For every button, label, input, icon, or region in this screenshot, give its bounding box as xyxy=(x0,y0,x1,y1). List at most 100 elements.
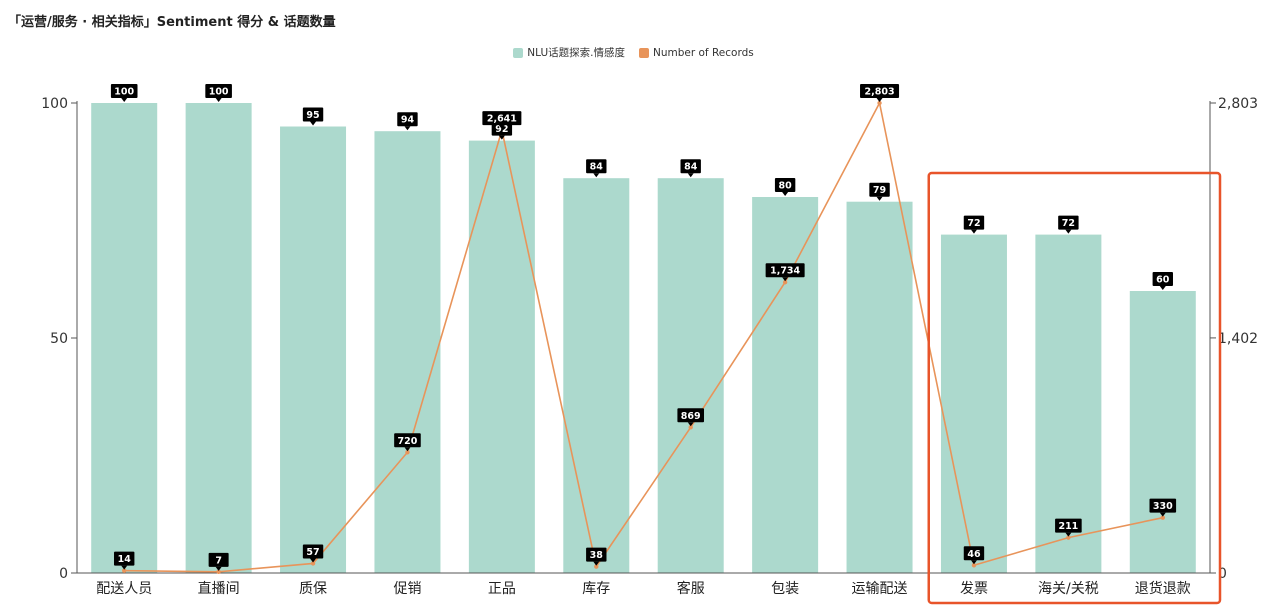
records-point[interactable] xyxy=(310,561,316,566)
bar-value-label-pointer xyxy=(876,196,883,201)
bar-value-label-text: 72 xyxy=(1062,218,1075,229)
bar-value-label-text: 80 xyxy=(779,181,793,192)
records-value-label-box xyxy=(586,547,607,562)
records-value-label-text: 720 xyxy=(398,436,418,447)
records-value-label-pointer xyxy=(593,561,600,566)
bar[interactable] xyxy=(846,201,913,573)
bar[interactable] xyxy=(752,197,819,573)
records-point[interactable] xyxy=(971,563,977,568)
records-value-label-pointer xyxy=(498,125,505,130)
records-point[interactable] xyxy=(877,100,882,106)
records-point[interactable] xyxy=(405,450,410,455)
bar[interactable] xyxy=(468,140,535,573)
y-right-tick-label: 1,402 xyxy=(1218,331,1258,347)
bar-value-label: 84 xyxy=(680,159,701,178)
records-value-label: 330 xyxy=(1149,498,1177,517)
records-value-label-box xyxy=(114,551,135,566)
bar-value-label-box xyxy=(397,112,418,127)
bar[interactable] xyxy=(1129,291,1196,573)
records-value-label-pointer xyxy=(970,560,977,565)
records-value-label: 1,734 xyxy=(765,263,805,282)
records-value-label-text: 46 xyxy=(967,549,981,560)
records-point[interactable] xyxy=(594,564,599,569)
bar-value-label: 100 xyxy=(110,84,138,102)
bar-value-label-text: 84 xyxy=(684,162,698,173)
bar[interactable] xyxy=(374,131,441,573)
records-value-label-box xyxy=(765,263,805,278)
records-value-label-pointer xyxy=(404,447,411,452)
legend-item-bar[interactable]: NLU话题探索.情感度 xyxy=(513,45,625,60)
bar-value-label-box xyxy=(869,182,890,197)
bar-value-label-box xyxy=(110,84,138,98)
y-left-tick-label: 50 xyxy=(50,331,68,347)
records-value-label: 46 xyxy=(963,546,985,565)
records-value-label-text: 7 xyxy=(215,555,222,566)
legend-item-line[interactable]: Number of Records xyxy=(638,45,754,60)
legend-label-bar: NLU话题探索.情感度 xyxy=(527,47,625,59)
legend: NLU话题探索.情感度 Number of Records xyxy=(0,45,1267,60)
x-tick-label: 发票 xyxy=(960,581,988,597)
bar-value-label-box xyxy=(680,159,701,174)
records-value-label-text: 2,803 xyxy=(865,87,895,98)
bar-value-label-pointer xyxy=(1159,286,1166,290)
records-value-label-text: 57 xyxy=(306,547,319,558)
records-value-label-box xyxy=(860,84,900,98)
bar[interactable] xyxy=(657,178,724,573)
bar[interactable] xyxy=(185,103,252,573)
highlight-box xyxy=(927,171,1222,605)
records-value-label: 7 xyxy=(208,552,229,571)
y-right-tick-label: 0 xyxy=(1218,566,1227,582)
bar-value-label-pointer xyxy=(970,229,977,234)
legend-swatch-line xyxy=(638,47,649,58)
y-left-tick-label: 0 xyxy=(59,566,68,582)
records-point[interactable] xyxy=(122,568,127,573)
records-value-label: 57 xyxy=(302,544,324,563)
bar-value-label-text: 60 xyxy=(1156,275,1170,286)
bar-value-label-box xyxy=(586,159,607,174)
records-value-label-box xyxy=(302,544,324,559)
bar[interactable] xyxy=(940,234,1007,573)
bar-value-label: 80 xyxy=(774,178,796,196)
records-value-label-text: 2,641 xyxy=(487,114,517,125)
bar-value-label-pointer xyxy=(782,192,789,196)
records-value-label: 720 xyxy=(394,433,421,452)
records-point[interactable] xyxy=(782,280,788,285)
legend-swatch-bar xyxy=(513,47,524,58)
bar-value-label: 60 xyxy=(1152,272,1173,290)
bar-value-label-box xyxy=(774,178,796,192)
legend-label-line: Number of Records xyxy=(652,46,754,59)
x-tick-label: 库存 xyxy=(582,581,610,597)
records-value-label-text: 211 xyxy=(1058,521,1078,532)
bar[interactable] xyxy=(280,126,347,574)
bar[interactable] xyxy=(91,103,158,573)
y-left-tick-label: 100 xyxy=(41,96,68,112)
records-value-label-pointer xyxy=(1159,512,1166,517)
records-value-label-box xyxy=(963,546,985,561)
records-value-label-pointer xyxy=(1065,532,1072,537)
x-tick-label: 直播间 xyxy=(198,580,240,597)
bar[interactable] xyxy=(1035,234,1102,573)
records-value-label: 14 xyxy=(114,551,135,570)
records-value-label-pointer xyxy=(876,98,883,102)
records-value-label: 2,803 xyxy=(860,84,900,102)
records-value-label-text: 14 xyxy=(118,554,132,565)
bar-value-label: 100 xyxy=(205,84,232,102)
bar-value-label-box xyxy=(1152,272,1173,286)
x-tick-label: 促销 xyxy=(393,581,421,597)
bar-value-label: 84 xyxy=(586,159,607,178)
records-value-label-box xyxy=(394,433,421,448)
bar-value-label-pointer xyxy=(1065,229,1072,234)
bar-value-label-box xyxy=(963,215,985,230)
records-point[interactable] xyxy=(688,425,693,430)
bar-value-label-text: 84 xyxy=(590,162,604,173)
bar[interactable] xyxy=(563,178,630,573)
x-tick-label: 退货退款 xyxy=(1135,580,1191,597)
records-point[interactable] xyxy=(1066,535,1071,540)
records-point[interactable] xyxy=(216,569,221,575)
bar-value-label-pointer xyxy=(310,121,317,126)
bar-value-label: 94 xyxy=(397,112,418,131)
bar-value-label-pointer xyxy=(121,98,128,102)
records-point[interactable] xyxy=(1160,515,1165,520)
records-line xyxy=(124,100,1163,573)
